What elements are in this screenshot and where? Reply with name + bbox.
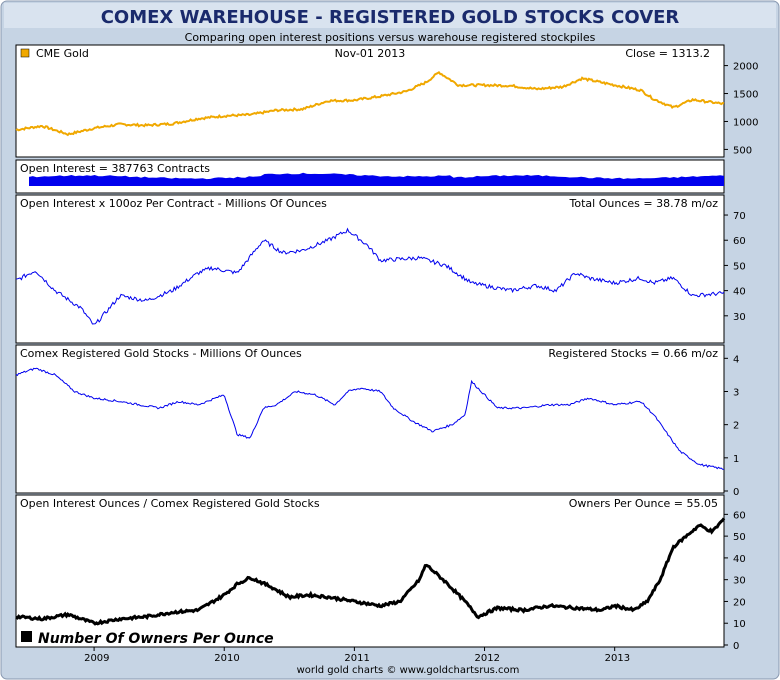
panel-owners: Open Interest Ounces / Comex Registered … [15,494,746,652]
panel-gold: CME Gold Nov-01 2013 Close = 1313.2 500 1… [15,44,758,158]
x-tick-label: 2013 [605,653,630,664]
owners-label-left: Open Interest Ounces / Comex Registered … [20,497,320,510]
oi-ytick-label: 70 [733,211,746,222]
panel-registered: Comex Registered Gold Stocks - Millions … [15,344,739,498]
gold-ytick-label: 1000 [733,117,758,128]
gold-price-line [15,70,725,137]
owners-legend-label: Number Of Owners Per Ounce [38,631,274,647]
gold-close-label: Close = 1313.2 [625,47,710,60]
gold-legend-swatch [20,48,30,58]
x-tick-label: 2009 [84,653,109,664]
footer-credit: world gold charts © www.goldchartsrus.co… [297,665,520,676]
owners-ytick-label: 0 [733,641,739,652]
oi-ytick-label: 60 [733,236,746,247]
reg-ytick-label: 0 [733,487,739,498]
panel-gold-bg [15,44,725,158]
x-tick-label: 2011 [344,653,369,664]
registered-yaxis: 0 1 2 3 4 [724,354,739,498]
chart-subtitle: Comparing open interest positions versus… [185,31,596,44]
panel-open-interest: Open Interest = 387763 Contracts [15,159,725,194]
gold-ytick-label: 1500 [733,90,758,101]
gold-ytick-label: 2000 [733,62,758,73]
owners-ytick-label: 60 [733,510,746,521]
registered-label-left: Comex Registered Gold Stocks - Millions … [20,347,302,360]
owners-per-ounce-line [15,517,726,626]
x-axis: 2009 2010 2011 2012 2013 [84,647,630,664]
panel-registered-bg [15,344,725,494]
owners-ytick-label: 50 [733,532,746,543]
oi-ounces-line [15,227,725,325]
panel-oi-ounces: Open Interest x 100oz Per Contract - Mil… [15,194,746,344]
reg-ytick-label: 1 [733,454,739,465]
x-tick-label: 2012 [475,653,500,664]
oi-ytick-label: 40 [733,287,746,298]
open-interest-label: Open Interest = 387763 Contracts [20,162,210,175]
oi-ounces-yaxis: 30 40 50 60 70 [724,211,746,323]
oi-ytick-label: 30 [733,312,746,323]
registered-stocks-line [15,367,725,470]
x-tick-label: 2010 [214,653,239,664]
gold-date-label: Nov-01 2013 [335,47,406,60]
owners-ytick-label: 30 [733,576,746,587]
oi-ounces-label-left: Open Interest x 100oz Per Contract - Mil… [20,197,327,210]
owners-label-right: Owners Per Ounce = 55.05 [569,497,718,510]
owners-ytick-label: 40 [733,554,746,565]
gold-yaxis: 500 1000 1500 2000 [724,62,758,156]
reg-ytick-label: 4 [733,354,739,365]
panel-owners-bg [15,494,725,648]
reg-ytick-label: 2 [733,421,739,432]
owners-yaxis: 0 10 20 30 40 50 60 [724,510,746,652]
open-interest-bars [29,172,724,186]
reg-ytick-label: 3 [733,387,739,398]
chart-title: COMEX WAREHOUSE - REGISTERED GOLD STOCKS… [101,7,680,28]
oi-ytick-label: 50 [733,261,746,272]
gold-legend-label: CME Gold [36,47,89,60]
owners-ytick-label: 10 [733,619,746,630]
owners-ytick-label: 20 [733,597,746,608]
owners-legend-swatch [21,631,32,642]
panel-oi-ounces-bg [15,194,725,344]
gold-ytick-label: 500 [733,145,752,156]
oi-ounces-label-right: Total Ounces = 38.78 m/oz [569,197,719,210]
title-banner [4,3,776,28]
registered-label-right: Registered Stocks = 0.66 m/oz [548,347,718,360]
